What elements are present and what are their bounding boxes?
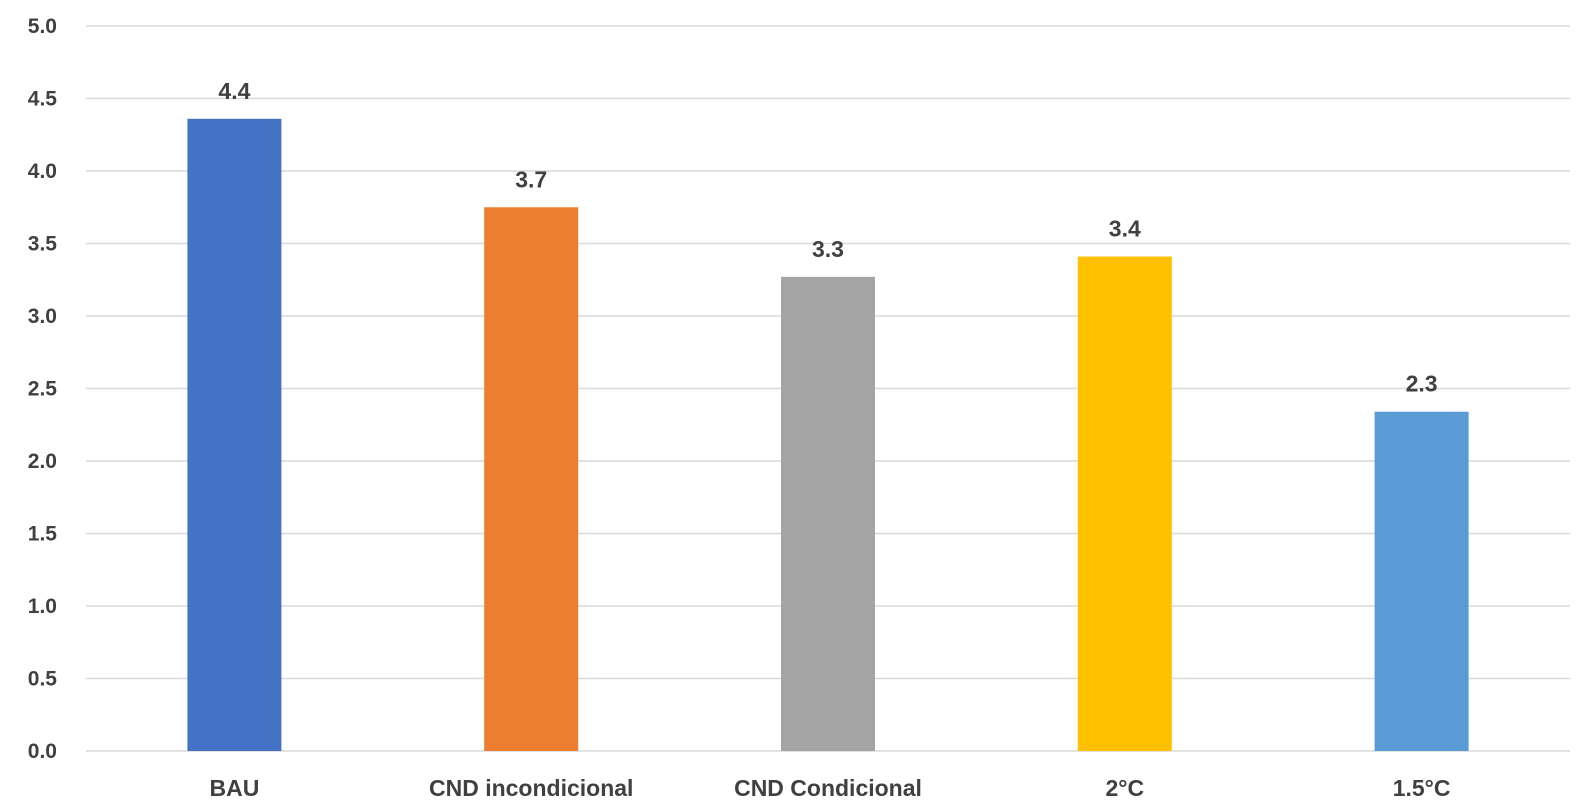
bar: [1077, 256, 1172, 751]
category-label: BAU: [209, 775, 259, 801]
y-axis-tick-labels: 0.0 0.5 1.0 1.5 2.0 2.5 3.0 3.5 4.0 4.5 5.0: [28, 15, 58, 763]
y-tick-label: 2.0: [28, 450, 57, 473]
y-tick-label: 4.0: [28, 160, 57, 183]
y-tick-label: 4.5: [28, 88, 58, 111]
y-tick-label: 0.0: [28, 740, 57, 763]
category-label: 2°C: [1105, 775, 1144, 801]
bar: [484, 207, 579, 751]
y-tick-label: 1.5: [28, 523, 58, 546]
data-label: 3.7: [515, 166, 547, 192]
data-label: 2.3: [1406, 371, 1438, 397]
data-label: 3.4: [1109, 216, 1141, 242]
y-tick-label: 0.5: [28, 668, 58, 691]
y-tick-label: 5.0: [28, 15, 57, 38]
y-tick-label: 2.5: [28, 378, 58, 401]
category-labels: BAU CND incondicional CND Condicional 2°C 1.…: [209, 775, 1450, 801]
y-tick-label: 3.0: [28, 305, 57, 328]
bar: [781, 276, 875, 751]
data-label: 3.3: [812, 236, 844, 262]
data-label: 4.4: [218, 78, 250, 104]
bar: [1374, 411, 1469, 751]
data-labels: 4.4 3.7 3.3 3.4 2.3: [218, 78, 1437, 397]
category-label: CND Condicional: [734, 775, 922, 801]
bar: [187, 118, 282, 752]
y-tick-label: 1.0: [28, 595, 57, 618]
category-label: CND incondicional: [429, 775, 633, 801]
category-label: 1.5°C: [1393, 775, 1451, 801]
y-tick-label: 3.5: [28, 233, 58, 256]
bars: [187, 118, 1469, 752]
